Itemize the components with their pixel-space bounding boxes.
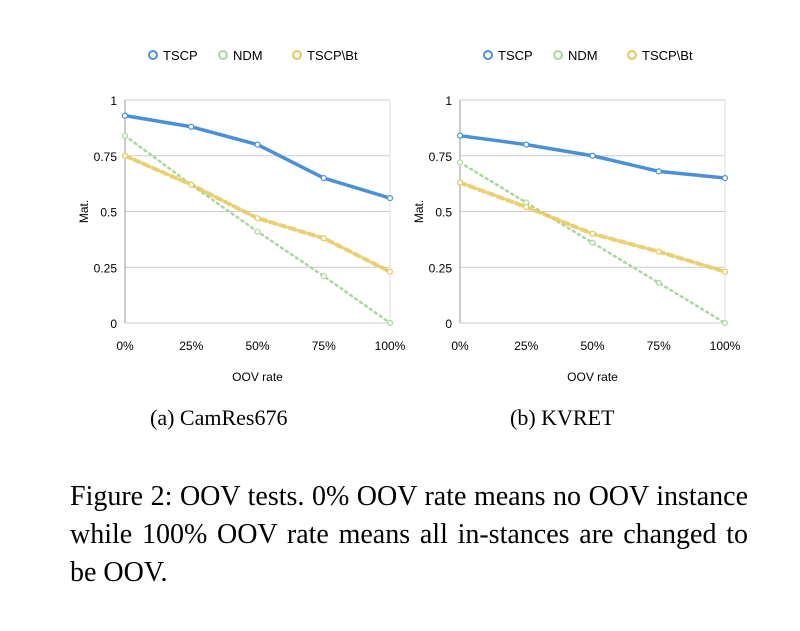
- legend-marker-tscp-bt: [627, 50, 637, 60]
- x-tick-label: 100%: [710, 339, 741, 353]
- x-axis-label: OOV rate: [567, 370, 618, 384]
- x-tick-label: 25%: [179, 339, 203, 353]
- figure-caption: Figure 2: OOV tests. 0% OOV rate means n…: [70, 481, 748, 588]
- data-point-tscp-bt: [254, 215, 261, 222]
- data-point-tscp-bt: [320, 235, 327, 242]
- chart-kvret: TSCP NDM TSCP\Bt 0 0.25 0.5 0.75 1 0% 25% 50% 75% 10…: [410, 38, 755, 384]
- data-point-tscp: [655, 168, 662, 175]
- x-tick-label: 75%: [312, 339, 336, 353]
- x-tick-label: 75%: [647, 339, 671, 353]
- legend-marker-ndm: [218, 50, 228, 60]
- data-point-tscp: [589, 152, 596, 159]
- legend-label: TSCP: [498, 48, 533, 63]
- x-tick-label: 50%: [245, 339, 269, 353]
- data-point-tscp-bt: [456, 179, 464, 186]
- y-tick-label: 0.75: [429, 150, 453, 164]
- x-tick-label: 25%: [514, 339, 538, 353]
- legend-label: TSCP: [163, 48, 198, 63]
- legend-marker-tscp: [483, 50, 493, 60]
- subcaption-camres676: (a) CamRes676: [150, 405, 288, 430]
- y-tick-label: 0: [445, 317, 452, 331]
- data-point-ndm: [121, 132, 129, 139]
- series-line-tscp: [123, 113, 392, 200]
- y-tick-label: 1: [445, 94, 452, 108]
- x-tick-label: 0%: [451, 339, 469, 353]
- data-point-ndm: [721, 319, 729, 327]
- series-line-tscp-bt: [123, 153, 392, 274]
- data-point-ndm: [320, 273, 327, 280]
- legend-label: NDM: [568, 48, 598, 63]
- x-tick-label: 100%: [375, 339, 406, 353]
- legend-label: TSCP\Bt: [307, 48, 358, 63]
- y-tick-label: 0.25: [429, 261, 453, 275]
- y-tick-label: 0.5: [435, 206, 452, 220]
- chart-camres676: TSCP NDM TSCP\Bt 0 0.25 0.5 0.75 1 0% 25% 50% 75% 10…: [75, 38, 420, 384]
- data-point-tscp: [254, 141, 261, 148]
- legend-marker-tscp: [148, 50, 158, 60]
- legend-marker-tscp-bt: [292, 50, 302, 60]
- legend-label: NDM: [233, 48, 263, 63]
- y-tick-label: 1: [110, 94, 117, 108]
- x-tick-label: 0%: [116, 339, 134, 353]
- data-point-ndm: [589, 239, 596, 246]
- data-point-tscp: [320, 174, 327, 182]
- data-point-tscp: [386, 195, 394, 202]
- data-point-ndm: [456, 159, 464, 166]
- data-point-tscp: [523, 141, 530, 148]
- y-axis-label: Mat.: [77, 200, 91, 223]
- data-point-tscp: [188, 123, 195, 130]
- chart-kvret-svg: TSCP NDM TSCP\Bt 0 0.25 0.5 0.75 1 0% 25% 50% 75% 10…: [412, 48, 741, 384]
- data-point-ndm: [655, 279, 662, 286]
- x-axis-label: OOV rate: [232, 370, 283, 384]
- y-axis-label: Mat.: [412, 200, 426, 223]
- x-tick-label: 50%: [580, 339, 604, 353]
- data-point-tscp-bt: [386, 268, 394, 275]
- data-point-ndm: [254, 228, 261, 235]
- y-tick-label: 0.75: [94, 150, 118, 164]
- legend-label: TSCP\Bt: [642, 48, 693, 63]
- legend-marker-ndm: [553, 50, 563, 60]
- data-point-tscp-bt: [121, 152, 129, 159]
- data-point-tscp: [456, 132, 464, 139]
- series-line-tscp-bt: [458, 180, 727, 274]
- data-point-tscp-bt: [655, 248, 662, 255]
- y-tick-label: 0.5: [100, 206, 117, 220]
- data-point-tscp-bt: [721, 268, 729, 275]
- y-tick-label: 0: [110, 317, 117, 331]
- data-point-tscp-bt: [523, 203, 530, 211]
- y-tick-label: 0.25: [94, 261, 118, 275]
- data-point-tscp-bt: [188, 181, 195, 188]
- data-point-tscp-bt: [589, 230, 596, 237]
- data-point-ndm: [386, 319, 394, 327]
- chart-camres676-svg: TSCP NDM TSCP\Bt 0 0.25 0.5 0.75 1 0% 25% 50% 75% 10…: [77, 48, 406, 384]
- data-point-tscp: [121, 112, 129, 119]
- data-point-tscp: [721, 174, 729, 182]
- subcaption-kvret: (b) KVRET: [510, 405, 615, 430]
